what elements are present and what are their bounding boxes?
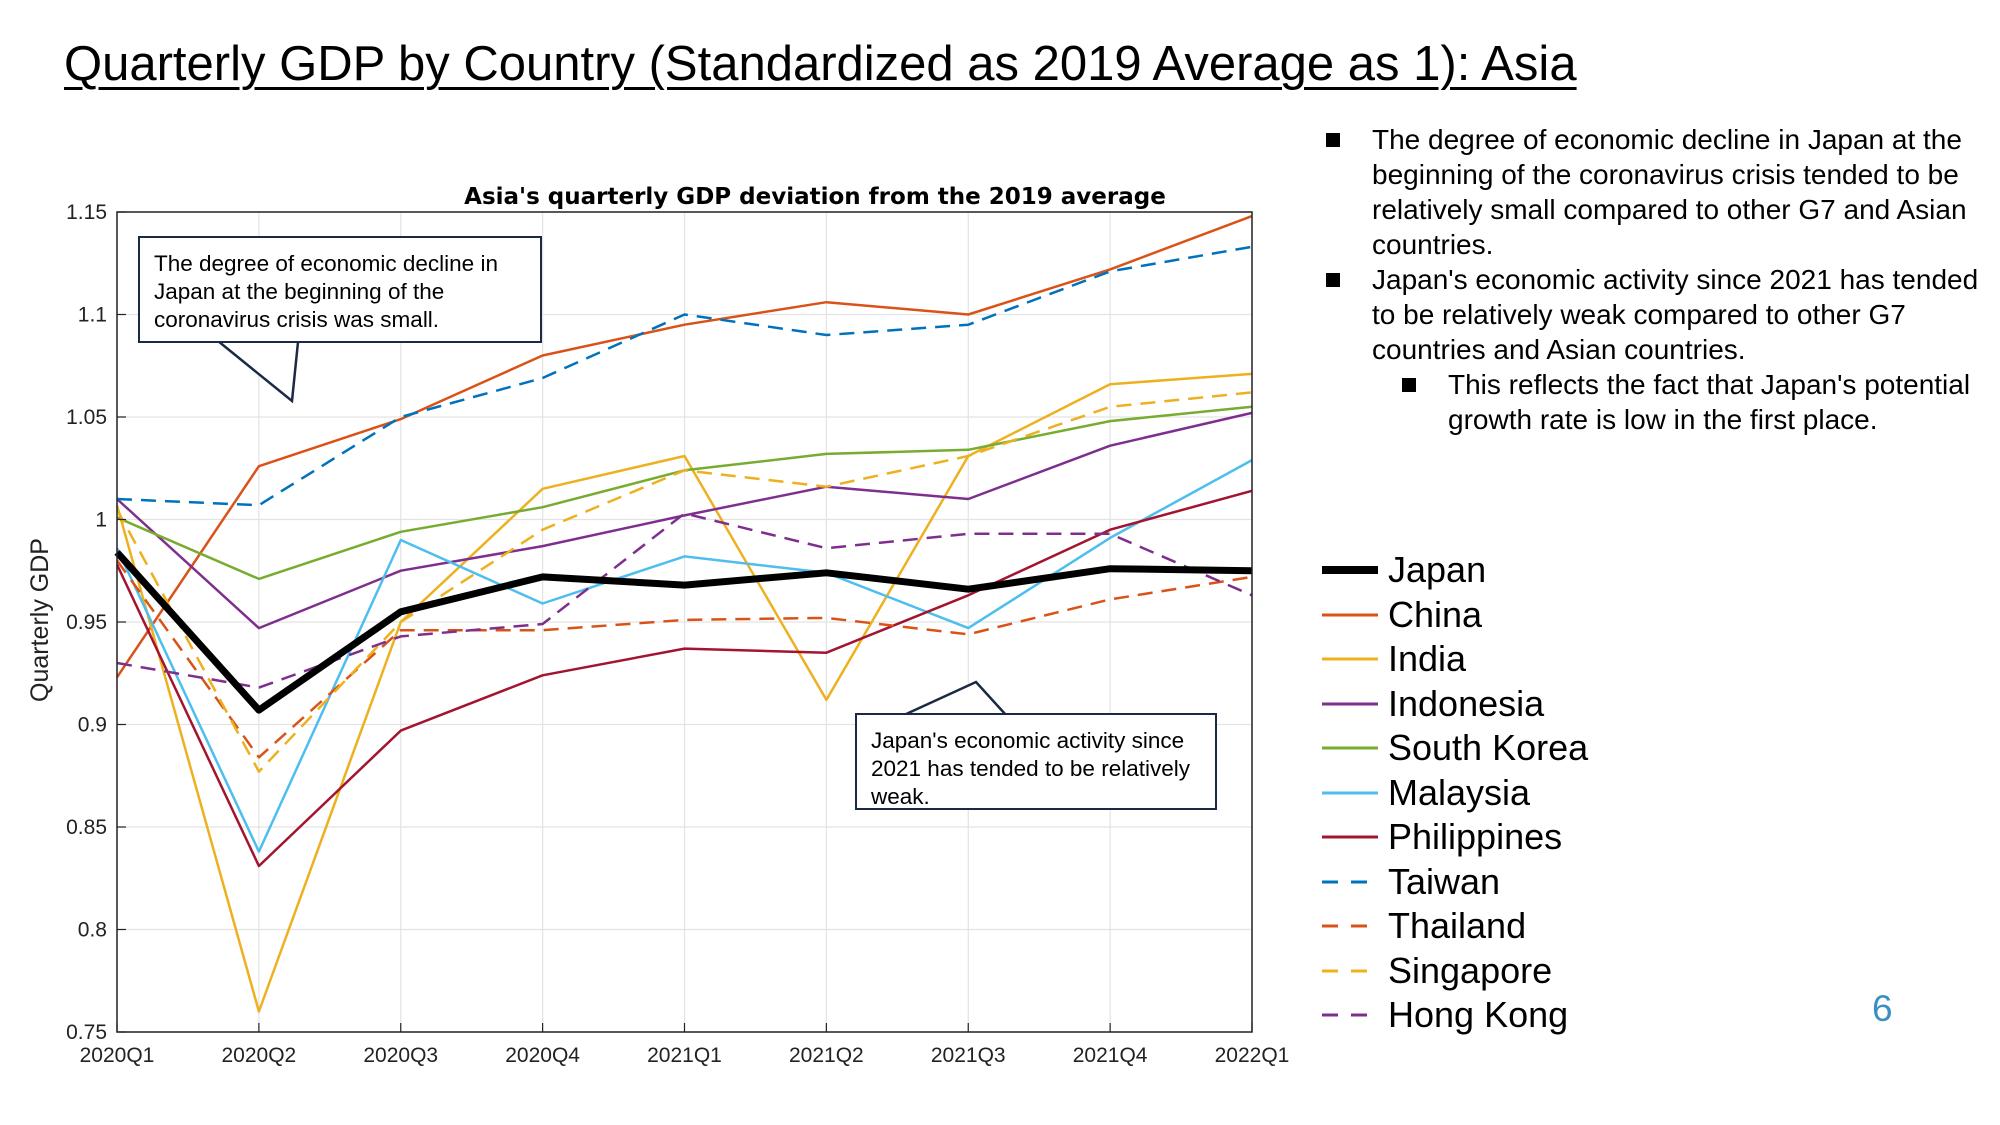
x-tick-label: 2021Q4 (1073, 1044, 1148, 1067)
slide-title: Quarterly GDP by Country (Standardized a… (64, 37, 1577, 91)
legend-label: China (1388, 593, 1483, 635)
y-tick-label: 1.05 (66, 406, 107, 429)
y-tick-label: 1 (95, 509, 107, 532)
legend-item-malaysia: Malaysia (1320, 771, 1588, 816)
chart-tick-labels: 0.75 0.8 0.85 0.9 0.95 1 1.05 1.1 1.15 2020Q1 2020… (66, 201, 1289, 1067)
legend-item-thailand: Thailand (1320, 904, 1588, 949)
bullet-text: The degree of economic decline in Japan … (1372, 124, 1967, 260)
legend-label: South Korea (1388, 727, 1589, 769)
legend-item-india: India (1320, 637, 1588, 682)
y-tick-label: 1.1 (78, 304, 107, 327)
callout-japan-decline-text: The degree of economic decline in Japan … (154, 251, 498, 332)
series-line-malaysia (115, 459, 1253, 853)
legend-item-indonesia: Indonesia (1320, 682, 1588, 727)
square-bullet-icon (1326, 133, 1340, 147)
legend-swatch-japan (1322, 566, 1378, 575)
y-tick-label: 0.85 (66, 816, 107, 839)
callout-japan-weak-text: Japan's economic activity since 2021 has… (871, 728, 1190, 809)
callout-pointer-2 (903, 680, 1007, 717)
x-tick-label: 2020Q1 (80, 1044, 155, 1067)
legend-swatch-indonesia (1322, 702, 1378, 706)
legend-label: Indonesia (1388, 682, 1545, 724)
series-line-japan (114, 549, 1253, 714)
series-line-taiwan (116, 245, 1253, 507)
x-tick-label: 2021Q1 (647, 1044, 722, 1067)
legend-label: Philippines (1388, 816, 1563, 858)
legend-label: Singapore (1388, 949, 1553, 991)
bullet-list: The degree of economic decline in Japan … (1322, 122, 1998, 437)
bullet-item: Japan's economic activity since 2021 has… (1322, 262, 1998, 367)
legend-item-china: China (1320, 593, 1588, 638)
callout-japan-weak: Japan's economic activity since 2021 has… (855, 713, 1217, 810)
legend-label: Taiwan (1388, 860, 1501, 902)
legend-label: Japan (1388, 549, 1487, 591)
y-tick-label: 0.9 (78, 714, 107, 737)
bullet-item: The degree of economic decline in Japan … (1322, 122, 1998, 262)
square-bullet-icon (1326, 273, 1340, 287)
legend-item-philippines: Philippines (1320, 815, 1588, 860)
legend-swatch-malaysia (1322, 791, 1378, 795)
legend-swatch-hong-kong (1322, 1013, 1378, 1017)
legend-label: Hong Kong (1388, 994, 1569, 1036)
x-tick-label: 2020Q4 (505, 1044, 580, 1067)
page-number: 6 (1872, 988, 1893, 1029)
y-axis-label: Quarterly GDP (26, 538, 54, 702)
legend-item-singapore: Singapore (1320, 949, 1588, 994)
series-line-hong-kong (116, 512, 1253, 689)
y-tick-label: 0.8 (78, 919, 107, 942)
legend-swatch-philippines (1322, 835, 1378, 839)
y-tick-label: 0.95 (66, 611, 107, 634)
legend-swatch-thailand (1322, 924, 1378, 928)
square-bullet-icon (1402, 378, 1416, 392)
series-line-china (115, 214, 1253, 678)
legend-item-japan: Japan (1320, 548, 1588, 593)
chart-title: Asia's quarterly GDP deviation from the … (464, 184, 1166, 210)
sub-bullet-item: This reflects the fact that Japan's pote… (1398, 367, 1998, 437)
series-line-india (115, 372, 1253, 1013)
x-tick-label: 2021Q3 (931, 1044, 1006, 1067)
x-tick-label: 2022Q1 (1215, 1044, 1290, 1067)
callout-japan-decline: The degree of economic decline in Japan … (138, 236, 542, 343)
callout-pointer-1 (217, 340, 300, 404)
legend-item-taiwan: Taiwan (1320, 860, 1588, 905)
series-line-indonesia (116, 411, 1253, 630)
legend-item-hong-kong: Hong Kong (1320, 993, 1588, 1038)
bullet-text: This reflects the fact that Japan's pote… (1448, 369, 1971, 435)
legend-item-south-korea: South Korea (1320, 726, 1588, 771)
y-tick-label: 1.15 (66, 201, 107, 224)
series-line-singapore (115, 391, 1253, 773)
legend-label: Malaysia (1388, 771, 1531, 813)
legend-swatch-china (1322, 613, 1378, 617)
legend-label: India (1388, 638, 1467, 680)
legend-swatch-singapore (1322, 969, 1378, 973)
legend-swatch-south-korea (1322, 746, 1378, 750)
legend-swatch-india (1322, 657, 1378, 661)
chart-series-layer (114, 214, 1253, 1013)
legend-label: Thailand (1388, 905, 1527, 947)
series-line-philippines (115, 489, 1253, 868)
x-tick-label: 2020Q3 (363, 1044, 438, 1067)
x-tick-label: 2020Q2 (222, 1044, 297, 1067)
y-tick-label: 0.75 (66, 1021, 107, 1044)
bullet-text: Japan's economic activity since 2021 has… (1372, 264, 1979, 365)
x-tick-label: 2021Q2 (789, 1044, 864, 1067)
chart-legend: Japan China India Indonesia South Korea Malay… (1320, 548, 1588, 1038)
legend-swatch-taiwan (1322, 880, 1378, 884)
